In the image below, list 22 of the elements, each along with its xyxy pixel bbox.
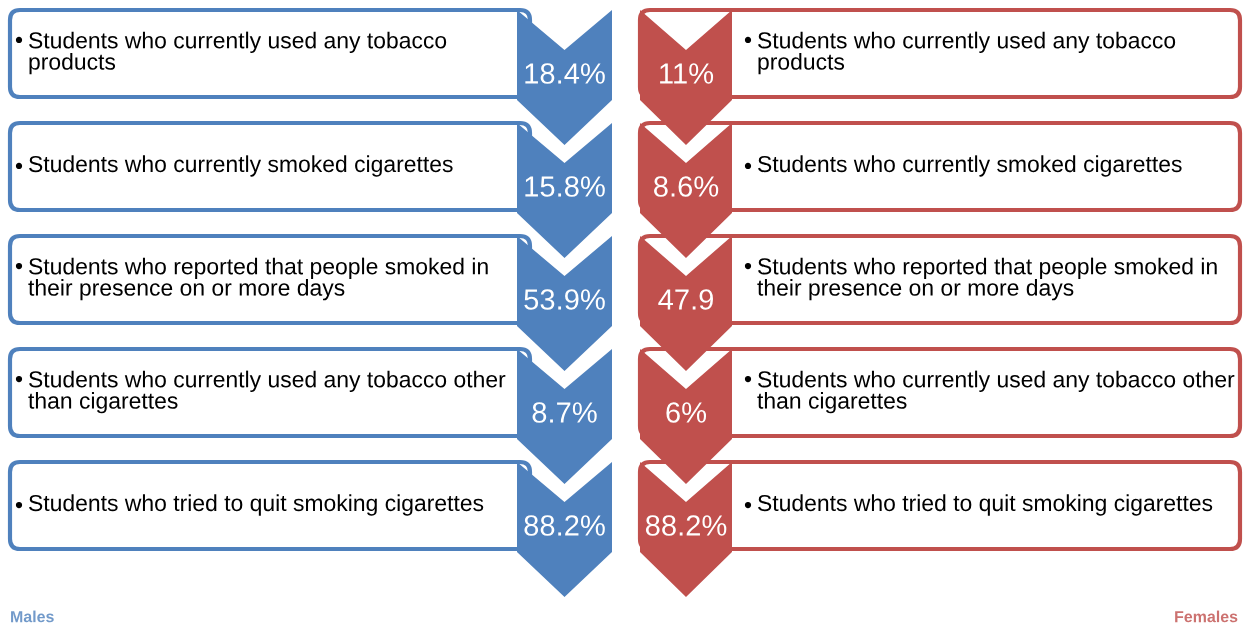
- category-label: Students who currently smoked cigarettes: [758, 155, 1182, 177]
- category-label: Students who tried to quit smoking cigarettes: [29, 494, 484, 516]
- data-label: 53.9%: [524, 289, 605, 310]
- data-label: 8.7%: [532, 402, 597, 423]
- category-label: Students who currently used any tobacco products: [758, 31, 1176, 75]
- data-label: 6%: [666, 402, 707, 423]
- data-label: 15.8%: [525, 176, 605, 197]
- data-label: 47.9: [658, 289, 713, 310]
- data-label: 18.4%: [525, 63, 605, 84]
- category-label: Students who currently used any tobacco other than cigarettes: [757, 370, 1235, 414]
- category-label: Students who currently used any tobacco other than cigarettes: [28, 370, 506, 414]
- text: Males: [11, 610, 54, 623]
- category-label: Students who tried to quit smoking cigarettes: [758, 494, 1213, 516]
- category-label: Students who reported that people smoked in their presence on or more days: [28, 257, 488, 301]
- category-label: Students who reported that people smoked in their presence on or more days: [757, 257, 1217, 301]
- category-label: Students who currently smoked cigarettes: [29, 155, 453, 177]
- data-label: 11%: [660, 63, 714, 84]
- data-label: 88.2%: [524, 515, 605, 536]
- category-label: Students who currently used any tobacco products: [29, 31, 447, 75]
- text: Females: [1175, 610, 1238, 623]
- data-label: 88.2%: [645, 515, 727, 536]
- data-label: 8.6%: [654, 176, 719, 197]
